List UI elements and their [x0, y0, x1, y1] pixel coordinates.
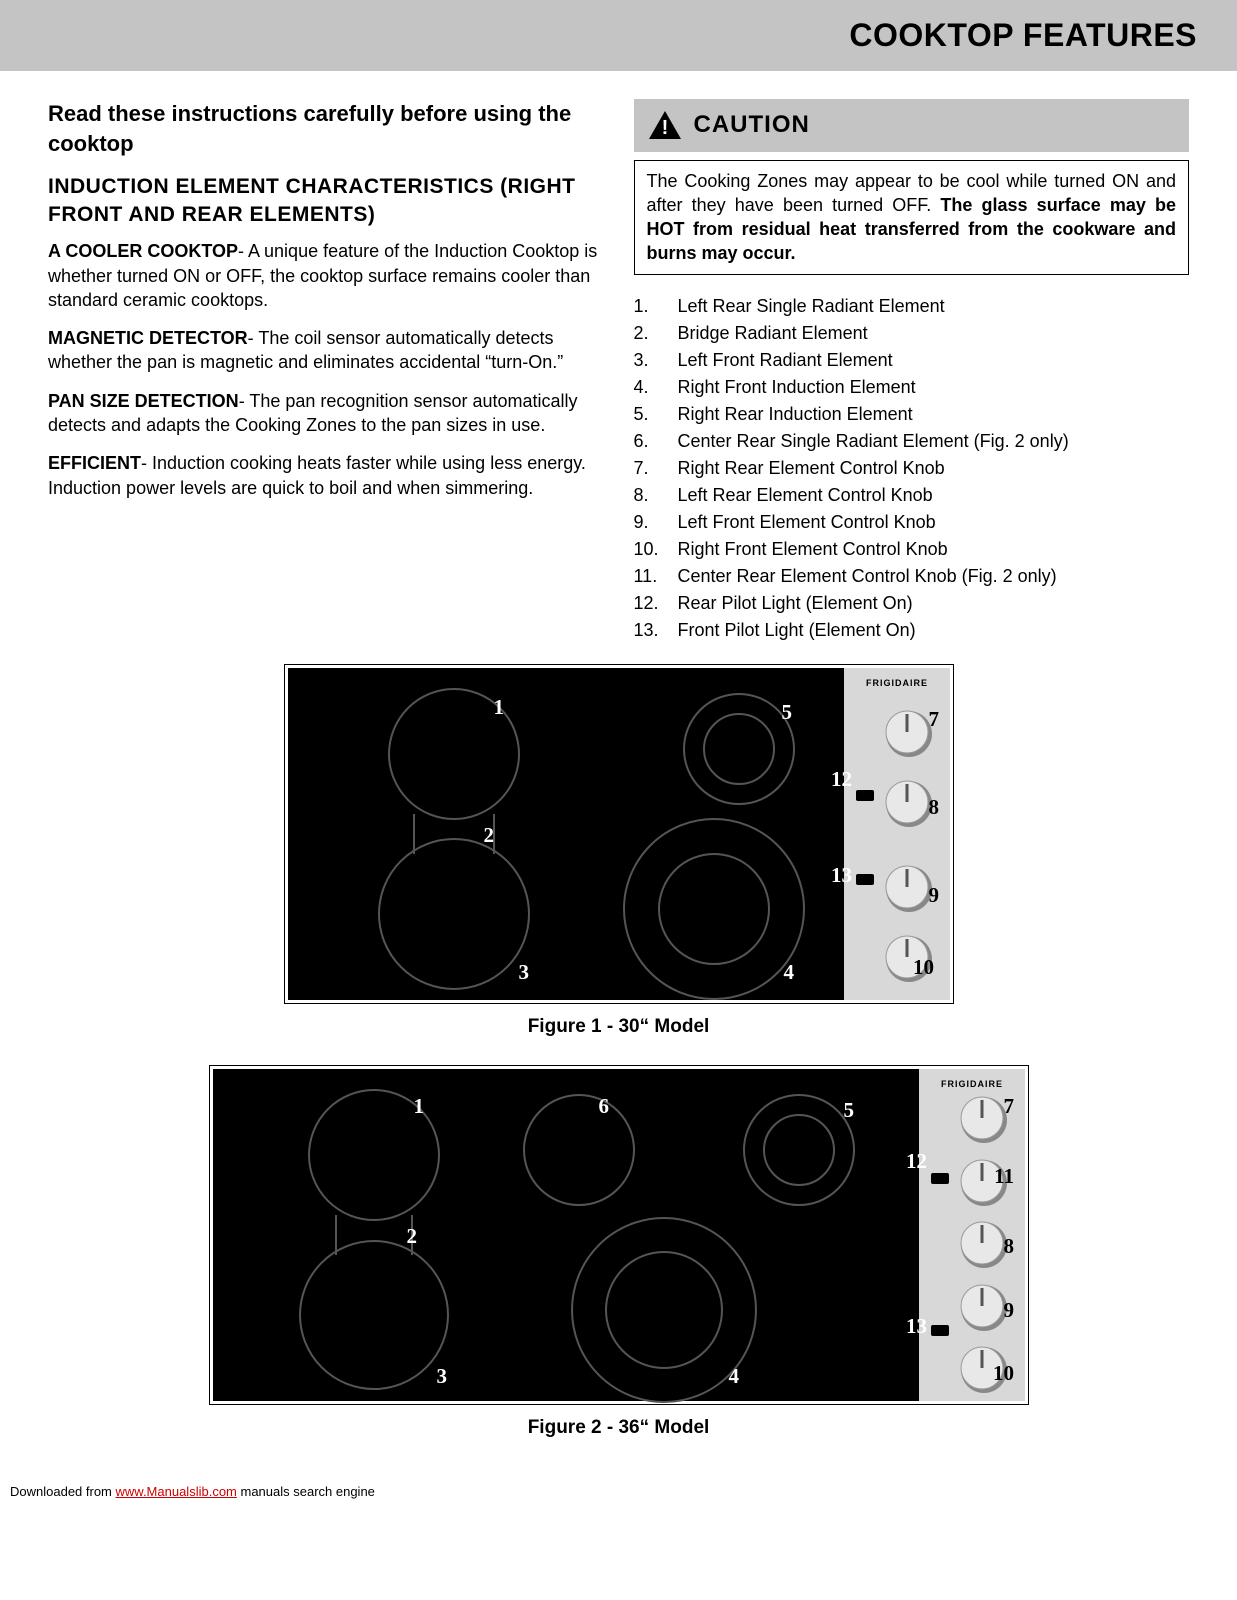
feature-paragraph: A COOLER COOKTOP- A unique feature of th…	[48, 239, 604, 312]
svg-text:2: 2	[483, 823, 494, 847]
svg-text:FRIGIDAIRE: FRIGIDAIRE	[940, 1079, 1002, 1089]
parts-list-item: Left Rear Element Control Knob	[634, 482, 1190, 509]
parts-list-item: Right Rear Element Control Knob	[634, 455, 1190, 482]
svg-text:10: 10	[913, 955, 934, 979]
feature-term: PAN SIZE DETECTION	[48, 391, 239, 411]
figure-1-caption: Figure 1 - 30“ Model	[284, 1014, 954, 1040]
svg-text:3: 3	[436, 1364, 447, 1388]
figure-2: FRIGIDAIRE 1 6 5 7 12 11 2 8 9 13 10 3 4 Figure 2 - 3…	[209, 1065, 1029, 1459]
parts-list-item: Right Front Induction Element	[634, 374, 1190, 401]
parts-list-item: Right Rear Induction Element	[634, 401, 1190, 428]
svg-text:6: 6	[598, 1094, 609, 1118]
sub-heading: INDUCTION ELEMENT CHARACTERISTICS (RIGHT…	[48, 173, 604, 230]
parts-list-item: Left Rear Single Radiant Element	[634, 293, 1190, 320]
svg-text:13: 13	[831, 863, 852, 887]
svg-text:!: !	[661, 117, 668, 139]
svg-text:5: 5	[781, 700, 792, 724]
svg-text:8: 8	[928, 795, 939, 819]
svg-text:1: 1	[493, 695, 504, 719]
svg-text:4: 4	[783, 960, 794, 984]
svg-text:1: 1	[413, 1094, 424, 1118]
footer-prefix: Downloaded from	[10, 1484, 116, 1499]
svg-text:12: 12	[831, 767, 852, 791]
feature-term: EFFICIENT	[48, 453, 141, 473]
page-title: COOKTOP FEATURES	[849, 17, 1197, 53]
svg-text:2: 2	[406, 1224, 417, 1248]
feature-term: A COOLER COOKTOP	[48, 241, 238, 261]
svg-text:11: 11	[994, 1164, 1014, 1188]
footer: Downloaded from www.Manualslib.com manua…	[0, 1477, 1237, 1507]
svg-text:7: 7	[928, 707, 939, 731]
parts-list-item: Center Rear Single Radiant Element (Fig.…	[634, 428, 1190, 455]
svg-text:8: 8	[1003, 1234, 1014, 1258]
svg-text:4: 4	[728, 1364, 739, 1388]
page-content: Read these instructions carefully before…	[0, 71, 1237, 1477]
parts-list-item: Left Front Radiant Element	[634, 347, 1190, 374]
figures-section: FRIGIDAIRE15712821391034 Figure 1 - 30“ …	[48, 664, 1189, 1467]
svg-text:3: 3	[518, 960, 529, 984]
svg-text:FRIGIDAIRE: FRIGIDAIRE	[865, 678, 927, 688]
two-column-layout: Read these instructions carefully before…	[48, 99, 1189, 644]
feature-paragraph: MAGNETIC DETECTOR- The coil sensor autom…	[48, 326, 604, 375]
footer-link[interactable]: www.Manualslib.com	[116, 1484, 237, 1499]
parts-list-item: Right Front Element Control Knob	[634, 536, 1190, 563]
parts-list-item: Front Pilot Light (Element On)	[634, 617, 1190, 644]
svg-text:7: 7	[1003, 1094, 1014, 1118]
parts-list-item: Left Front Element Control Knob	[634, 509, 1190, 536]
left-column: Read these instructions carefully before…	[48, 99, 604, 644]
parts-list: Left Rear Single Radiant ElementBridge R…	[634, 293, 1190, 644]
feature-paragraph: PAN SIZE DETECTION- The pan recognition …	[48, 389, 604, 438]
cooktop-diagram-36: FRIGIDAIRE 1 6 5 7 12 11 2 8 9 13 10 3 4	[209, 1065, 1029, 1405]
parts-list-item: Bridge Radiant Element	[634, 320, 1190, 347]
caution-label: CAUTION	[694, 109, 810, 141]
warning-icon: !	[648, 110, 682, 140]
footer-suffix: manuals search engine	[237, 1484, 375, 1499]
svg-text:13: 13	[906, 1314, 927, 1338]
right-column: ! CAUTION The Cooking Zones may appear t…	[634, 99, 1190, 644]
intro-heading: Read these instructions carefully before…	[48, 99, 604, 158]
parts-list-item: Center Rear Element Control Knob (Fig. 2…	[634, 563, 1190, 590]
caution-text: The Cooking Zones may appear to be cool …	[634, 160, 1190, 275]
feature-paragraphs: A COOLER COOKTOP- A unique feature of th…	[48, 239, 604, 500]
svg-text:5: 5	[843, 1098, 854, 1122]
cooktop-diagram-30: FRIGIDAIRE 1 5 7 12 8 2 13 9 10 3 4	[284, 664, 954, 1004]
figure-1: FRIGIDAIRE 1 5 7 12 8 2 13 9 10 3 4 Figure 1 - 30“ …	[284, 664, 954, 1058]
svg-text:9: 9	[1003, 1298, 1014, 1322]
svg-text:12: 12	[906, 1149, 927, 1173]
feature-term: MAGNETIC DETECTOR	[48, 328, 248, 348]
figure-2-caption: Figure 2 - 36“ Model	[209, 1415, 1029, 1441]
feature-paragraph: EFFICIENT- Induction cooking heats faste…	[48, 451, 604, 500]
svg-text:10: 10	[993, 1361, 1014, 1385]
parts-list-item: Rear Pilot Light (Element On)	[634, 590, 1190, 617]
caution-header: ! CAUTION	[634, 99, 1190, 151]
svg-text:9: 9	[928, 883, 939, 907]
header-bar: COOKTOP FEATURES	[0, 0, 1237, 71]
